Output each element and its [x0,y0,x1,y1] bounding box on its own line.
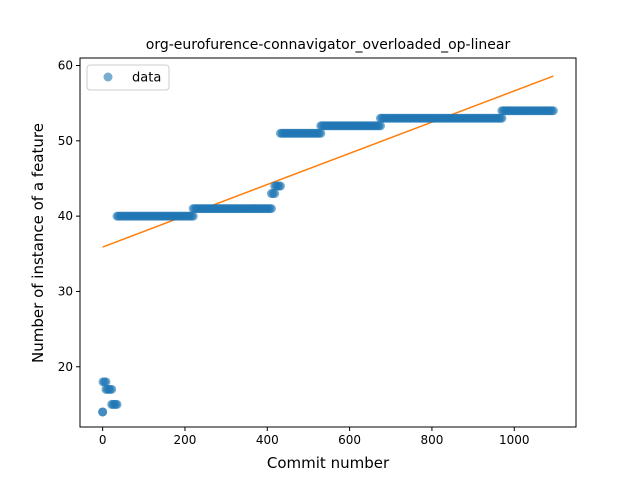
axes-frame [79,57,577,428]
data-point [275,181,285,191]
y-tick-label: 20 [58,360,73,374]
data-point [316,128,326,138]
y-axis-ticks: 20 30 40 50 60 [58,59,80,374]
data-point [375,121,385,131]
legend-label-data: data [132,71,161,86]
x-tick-label: 600 [338,433,361,447]
x-tick-label: 400 [256,433,279,447]
data-point [112,399,122,409]
y-axis-label: Number of instance of a feature [29,123,47,363]
data-point [101,377,111,387]
data-points-layer [98,106,558,417]
legend-marker-data [103,72,113,82]
x-axis-ticks: 0 200 400 600 800 1000 [99,427,530,447]
x-tick-label: 0 [99,433,107,447]
y-tick-label: 50 [58,134,73,148]
chart-title: org-eurofurence-connavigator_overloaded_… [146,37,511,53]
data-point [188,211,198,221]
data-point [266,204,276,214]
data-point [497,113,507,123]
data-point [548,106,558,116]
x-tick-label: 800 [420,433,443,447]
y-tick-label: 30 [58,284,73,298]
x-tick-label: 1000 [499,433,530,447]
data-point [98,407,108,417]
data-point [270,189,280,199]
legend-box [86,64,170,91]
legend: data [86,64,170,91]
x-axis-label: Commit number [267,454,390,472]
data-point [107,384,117,394]
x-tick-label: 200 [174,433,197,447]
plot-area [98,75,558,417]
y-tick-label: 40 [58,209,73,223]
y-tick-label: 60 [58,59,73,73]
